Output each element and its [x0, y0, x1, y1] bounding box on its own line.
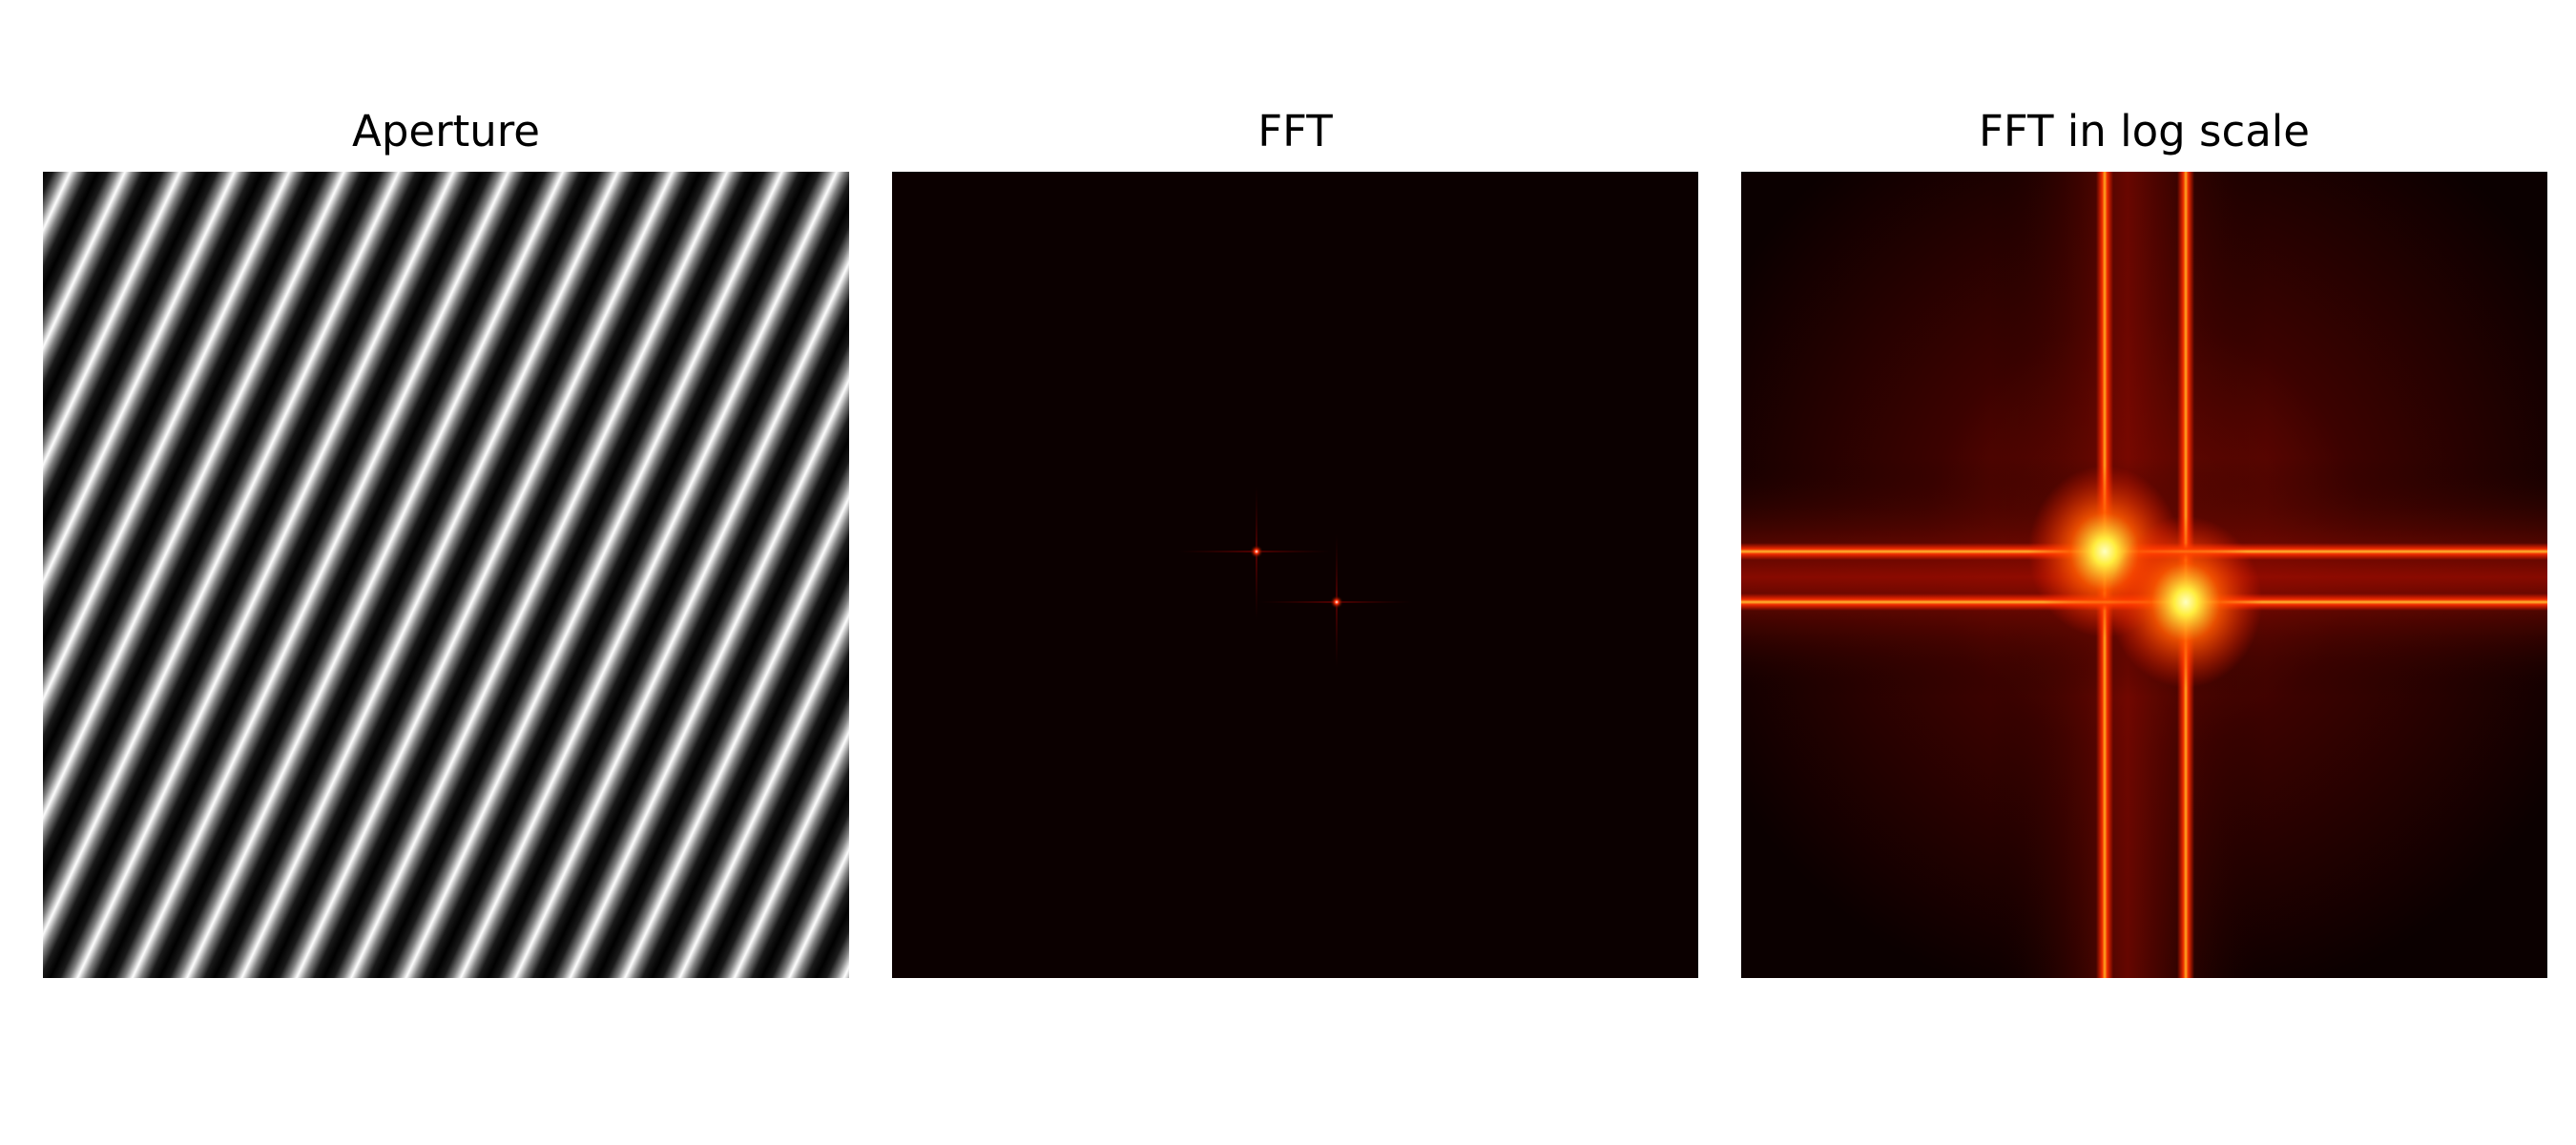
panel-title-aperture: Aperture — [352, 106, 540, 156]
fft-peak — [1330, 595, 1343, 609]
panel-title-fft-log: FFT in log scale — [1979, 106, 2310, 156]
fft-peak — [1250, 545, 1263, 558]
panel-title-fft: FFT — [1257, 106, 1333, 156]
aperture-image — [43, 172, 849, 978]
aperture-grating — [43, 172, 849, 978]
fft-image — [892, 172, 1698, 978]
fft-log-peak — [2109, 516, 2262, 688]
fft-log-image — [1741, 172, 2547, 978]
fft-log-plot — [1741, 172, 2547, 978]
fft-plot — [892, 172, 1698, 978]
